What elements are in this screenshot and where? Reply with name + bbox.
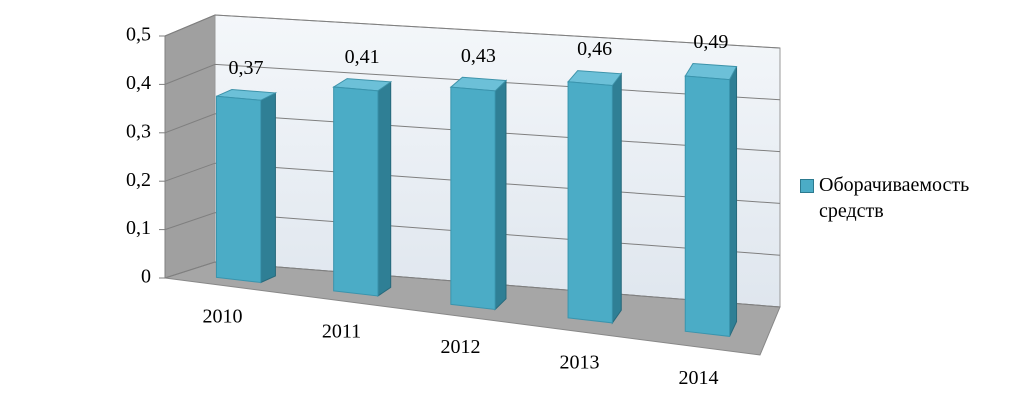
bar <box>215 95 262 284</box>
bar <box>333 86 379 297</box>
x-tick-label: 2011 <box>322 321 361 343</box>
x-tick-label: 2014 <box>679 367 719 389</box>
grid-line <box>164 14 781 49</box>
value-label: 0,41 <box>345 46 380 68</box>
y-tick-label: 0,4 <box>126 72 151 94</box>
bar-side <box>494 79 507 311</box>
bar-side <box>377 80 392 297</box>
y-tick-label: 0,3 <box>126 120 151 142</box>
bar <box>684 75 731 337</box>
bar <box>567 81 613 324</box>
x-tick-label: 2010 <box>203 305 243 327</box>
y-tick-label: 0,1 <box>126 217 151 239</box>
side-wall <box>164 14 216 279</box>
legend: Оборачиваемость средств <box>800 172 1000 224</box>
value-label: 0,49 <box>693 31 728 53</box>
legend-label: Оборачиваемость средств <box>819 174 970 222</box>
bar-side <box>260 92 276 284</box>
y-tick-label: 0,5 <box>126 24 151 46</box>
bar-side <box>729 66 738 337</box>
value-label: 0,43 <box>461 45 496 67</box>
legend-swatch <box>800 179 814 193</box>
x-tick-label: 2013 <box>560 351 600 373</box>
y-tick-label: 0 <box>141 266 151 288</box>
bar-side <box>611 72 622 325</box>
x-tick-label: 2012 <box>441 336 481 358</box>
value-label: 0,37 <box>228 57 263 79</box>
bar <box>450 86 496 311</box>
value-label: 0,46 <box>577 38 612 60</box>
y-tick-label: 0,2 <box>126 169 151 191</box>
